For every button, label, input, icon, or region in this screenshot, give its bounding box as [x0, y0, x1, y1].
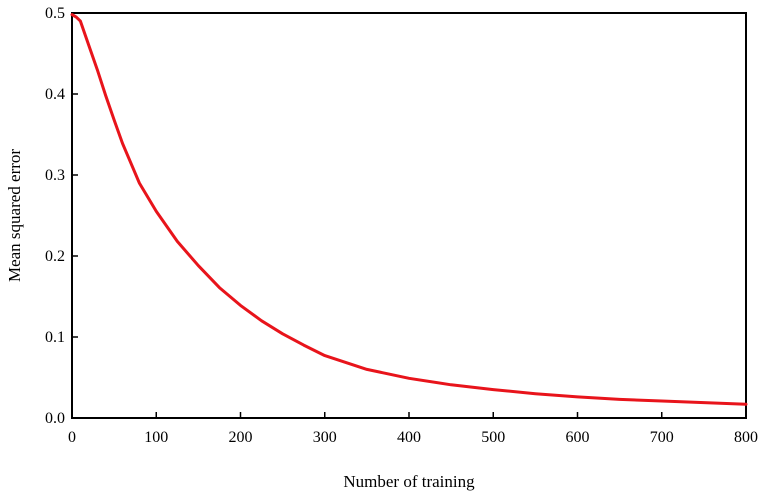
x-axis-title: Number of training	[343, 472, 475, 491]
y-tick-label: 0.1	[45, 329, 65, 346]
y-tick-label: 0.0	[45, 410, 65, 427]
y-tick-label: 0.2	[45, 248, 65, 265]
y-tick-label: 0.4	[45, 86, 65, 103]
x-tick-label: 200	[229, 429, 253, 446]
x-tick-label: 0	[68, 429, 76, 446]
x-tick-label: 100	[144, 429, 168, 446]
x-tick-label: 700	[650, 429, 674, 446]
x-tick-label: 600	[566, 429, 590, 446]
y-tick-label: 0.5	[45, 5, 65, 22]
x-tick-label: 500	[481, 429, 505, 446]
plot-area	[71, 12, 747, 419]
y-axis: 0.0 0.1 0.2 0.3 0.4 0.5	[45, 5, 78, 427]
x-tick-label: 400	[397, 429, 421, 446]
x-axis: 0 100 200 300 400 500 600 700 800	[68, 412, 758, 446]
series-layer	[70, 13, 748, 406]
plot-frame	[71, 12, 747, 419]
series-line-0	[70, 13, 748, 406]
y-tick-label: 0.3	[45, 167, 65, 184]
y-axis-title: Mean squared error	[5, 149, 24, 282]
x-tick-label: 800	[734, 429, 758, 446]
x-tick-label: 300	[313, 429, 337, 446]
